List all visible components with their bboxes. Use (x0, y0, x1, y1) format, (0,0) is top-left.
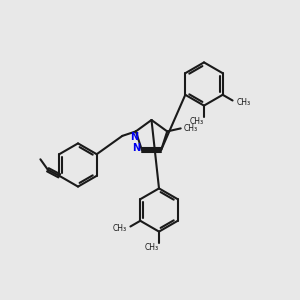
Text: N: N (132, 143, 140, 153)
Text: N: N (130, 132, 138, 142)
Text: CH₃: CH₃ (236, 98, 250, 107)
Text: CH₃: CH₃ (190, 117, 204, 126)
Text: CH₃: CH₃ (184, 124, 198, 133)
Text: CH₃: CH₃ (113, 224, 127, 233)
Text: CH₃: CH₃ (145, 243, 159, 252)
